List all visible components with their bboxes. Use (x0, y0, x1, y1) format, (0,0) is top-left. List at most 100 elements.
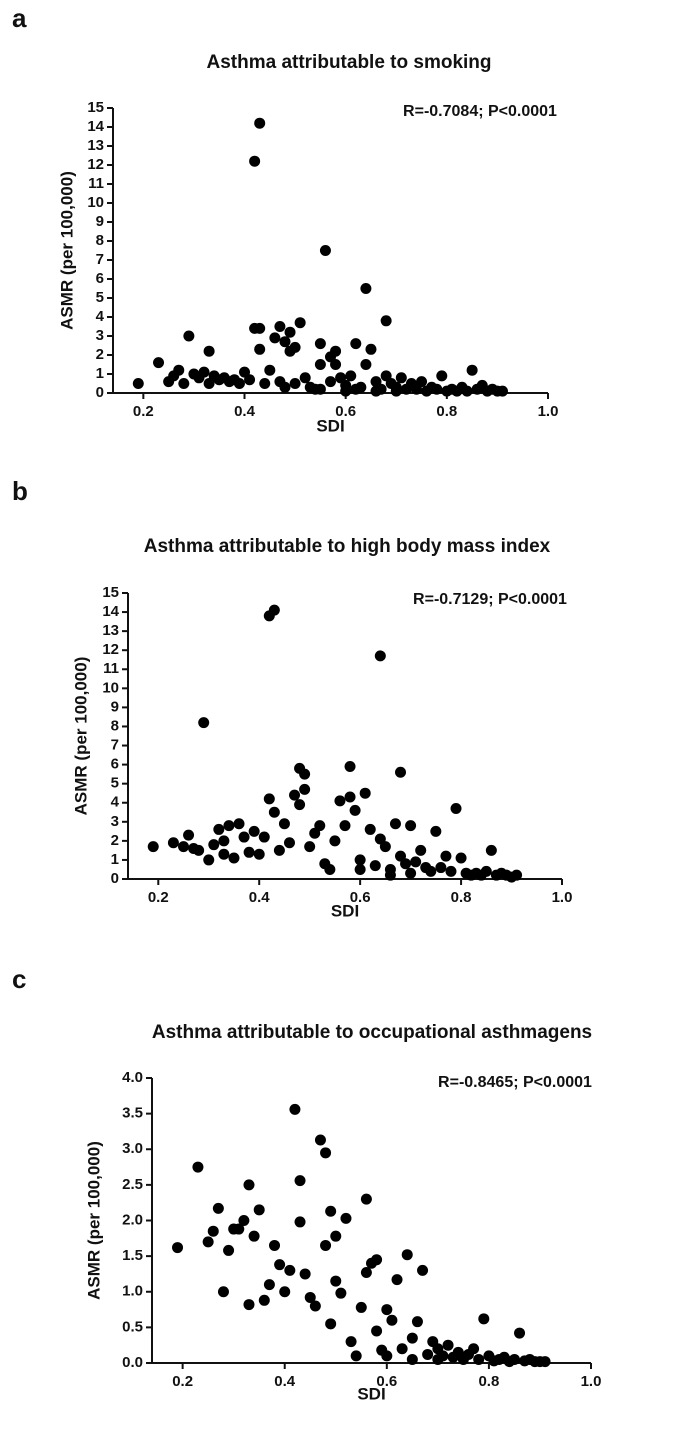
x-tick-label: 1.0 (581, 1373, 602, 1390)
point (514, 1327, 526, 1339)
point (289, 789, 301, 801)
point (406, 1332, 418, 1344)
panel-letter: a (12, 3, 27, 33)
point (468, 1343, 480, 1355)
point (539, 1356, 551, 1368)
x-tick-label: 0.8 (436, 403, 457, 420)
y-tick-label: 0 (111, 870, 119, 887)
y-axis-label: ASMR (per 100,000) (84, 1141, 103, 1300)
y-tick-label: 9 (96, 213, 104, 230)
y-tick-label: 13 (87, 137, 104, 154)
point (319, 245, 331, 256)
y-axis-label: ASMR (per 100,000) (57, 171, 76, 330)
point (422, 1348, 434, 1360)
y-tick-label: 12 (102, 641, 119, 658)
point (354, 854, 366, 866)
y-tick-label: 4.0 (122, 1069, 143, 1086)
point (511, 869, 523, 881)
point (369, 860, 381, 872)
point (345, 370, 357, 382)
point (325, 1318, 337, 1330)
point (289, 1103, 301, 1115)
point (278, 818, 290, 830)
point (405, 820, 417, 832)
point (233, 818, 245, 830)
chart-title: Asthma attributable to occupational asth… (152, 1022, 592, 1043)
point (355, 1301, 367, 1313)
point (207, 1225, 219, 1237)
point (425, 865, 437, 877)
point (217, 1286, 229, 1298)
point (330, 1275, 342, 1287)
point (461, 385, 473, 397)
point (410, 856, 422, 868)
point (345, 1336, 357, 1348)
point (350, 338, 362, 350)
point (299, 1268, 311, 1280)
y-tick-label: 5 (96, 289, 104, 306)
point (379, 841, 391, 853)
point (284, 326, 296, 338)
y-tick-label: 12 (87, 156, 104, 173)
point (395, 766, 407, 778)
point (299, 372, 311, 384)
point (243, 1179, 255, 1191)
point (431, 383, 443, 395)
point (371, 1254, 383, 1266)
point (173, 364, 185, 376)
point (496, 385, 508, 397)
point (294, 1175, 306, 1187)
annotation: R=-0.7084; P<0.0001 (403, 103, 557, 120)
x-tick-label: 0.8 (478, 1373, 499, 1390)
y-tick-label: 8 (111, 717, 119, 734)
point (228, 852, 240, 864)
point (415, 844, 427, 856)
point (508, 1353, 520, 1365)
point (198, 717, 210, 729)
y-tick-label: 3.0 (122, 1140, 143, 1157)
point (371, 1325, 383, 1337)
y-tick-label: 3.5 (122, 1105, 143, 1122)
y-tick-label: 13 (102, 622, 119, 639)
point (395, 372, 407, 384)
point (364, 823, 376, 835)
point (243, 846, 255, 858)
y-tick-label: 4 (111, 794, 120, 811)
x-tick-label: 0.4 (274, 1373, 296, 1390)
y-tick-label: 11 (103, 660, 119, 677)
point (365, 343, 377, 355)
y-tick-label: 1.0 (122, 1283, 143, 1300)
y-tick-label: 10 (102, 679, 119, 696)
point (320, 1239, 332, 1251)
point (208, 839, 220, 851)
point (202, 1236, 214, 1248)
y-tick-label: 10 (87, 194, 104, 211)
point (153, 357, 165, 369)
point (330, 359, 342, 370)
y-tick-label: 2.5 (122, 1176, 143, 1193)
point (445, 865, 457, 877)
point (178, 378, 190, 389)
point (329, 835, 341, 847)
y-tick-label: 1 (111, 851, 119, 868)
y-tick-label: 2 (96, 346, 104, 363)
point (304, 1291, 316, 1303)
point (360, 359, 372, 370)
point (264, 364, 276, 376)
point (325, 376, 336, 388)
point (354, 863, 366, 875)
y-tick-label: 0.0 (122, 1354, 143, 1371)
point (223, 1244, 235, 1256)
point (485, 844, 497, 856)
y-tick-label: 15 (87, 99, 104, 116)
point (218, 835, 230, 847)
point (274, 1259, 286, 1271)
annotation: R=-0.8465; P<0.0001 (438, 1074, 592, 1091)
point (340, 1212, 352, 1224)
y-tick-label: 6 (111, 756, 119, 773)
point (212, 1202, 224, 1214)
x-tick-label: 0.2 (172, 1373, 193, 1390)
point (198, 366, 210, 378)
point (167, 837, 179, 849)
